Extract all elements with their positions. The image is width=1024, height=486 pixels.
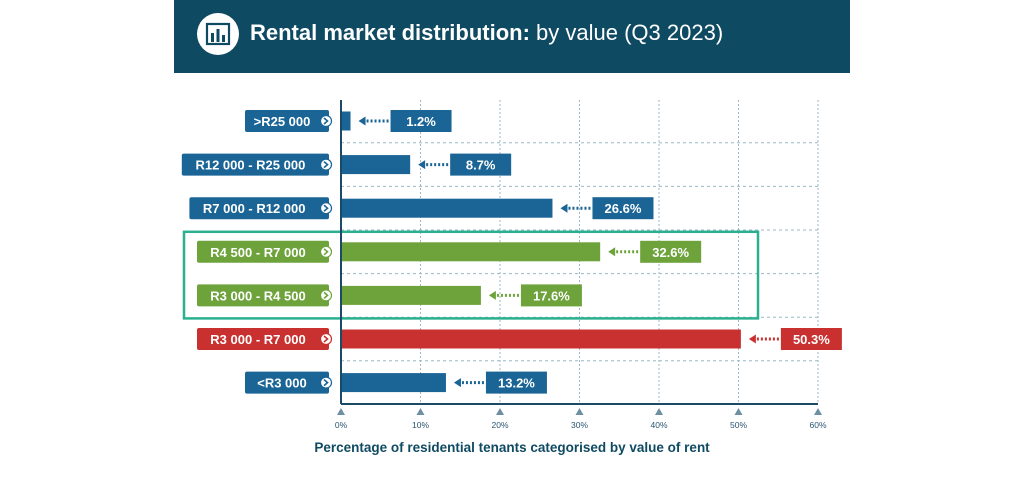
value-label: 17.6% bbox=[533, 288, 570, 303]
arrow-head-icon bbox=[453, 378, 461, 388]
value-label-box bbox=[485, 371, 547, 394]
value-label-box bbox=[592, 197, 654, 220]
value-label-box bbox=[640, 240, 702, 263]
category-label-box bbox=[197, 240, 329, 263]
x-tick-label: 20% bbox=[491, 420, 508, 430]
x-tick-marker bbox=[575, 408, 584, 415]
bar bbox=[342, 329, 741, 349]
category-label-box bbox=[197, 328, 329, 350]
x-tick-marker bbox=[496, 408, 504, 415]
arrow-head-icon bbox=[560, 203, 568, 213]
category-label: >R25 000 bbox=[254, 114, 311, 129]
arrow-head-icon bbox=[608, 247, 616, 257]
bar bbox=[342, 111, 351, 131]
x-tick-marker bbox=[337, 408, 345, 415]
category-label: R3 000 - R7 000 bbox=[210, 332, 305, 347]
chevron-circle-icon bbox=[319, 245, 333, 258]
x-axis-label: Percentage of residential tenants catego… bbox=[314, 440, 710, 455]
value-label-box bbox=[390, 110, 452, 132]
x-tick-marker bbox=[655, 408, 663, 415]
chevron-right-icon bbox=[323, 335, 329, 343]
arrow-head-icon bbox=[488, 290, 496, 300]
arrow-head-icon bbox=[358, 116, 366, 126]
category-label: R3 000 - R4 500 bbox=[210, 288, 305, 303]
chevron-circle-icon bbox=[319, 114, 333, 128]
bar-chart-icon bbox=[197, 13, 239, 55]
chevron-right-icon bbox=[323, 378, 329, 387]
value-label: 13.2% bbox=[498, 376, 535, 391]
category-label-box bbox=[181, 153, 329, 176]
chevron-circle-icon bbox=[319, 376, 333, 389]
category-label-box bbox=[189, 197, 329, 220]
x-tick-label: 30% bbox=[571, 420, 588, 430]
category-label: R4 500 - R7 000 bbox=[210, 245, 305, 260]
chevron-circle-icon bbox=[319, 332, 333, 346]
chevron-circle-icon bbox=[319, 289, 333, 302]
category-label: <R3 000 bbox=[257, 376, 307, 391]
category-label: R12 000 - R25 000 bbox=[195, 158, 305, 173]
bar bbox=[342, 373, 446, 393]
x-tick-marker bbox=[416, 408, 425, 415]
chevron-right-icon bbox=[323, 117, 329, 125]
value-label-box bbox=[780, 328, 842, 350]
bar bbox=[342, 242, 601, 262]
title-bold: Rental market distribution: bbox=[250, 20, 530, 45]
arrow-head-icon bbox=[418, 160, 426, 170]
header-banner bbox=[174, 0, 850, 73]
x-tick-label: 50% bbox=[730, 420, 747, 430]
value-label: 26.6% bbox=[605, 201, 642, 216]
chevron-circle-icon bbox=[319, 202, 333, 215]
bar bbox=[342, 155, 411, 175]
x-tick-marker bbox=[734, 408, 743, 415]
value-label: 8.7% bbox=[466, 158, 496, 173]
x-tick-marker bbox=[814, 408, 822, 415]
chevron-circle-icon bbox=[319, 158, 333, 171]
value-label: 1.2% bbox=[406, 114, 436, 129]
category-label-box bbox=[245, 371, 329, 394]
title-rest: by value (Q3 2023) bbox=[529, 20, 724, 45]
x-tick-label: 10% bbox=[412, 420, 429, 430]
page-title: Rental market distribution: by value (Q3… bbox=[250, 19, 723, 47]
x-tick-label: 0% bbox=[335, 420, 348, 430]
x-tick-label: 40% bbox=[650, 420, 667, 430]
highlight-box bbox=[182, 230, 760, 320]
chevron-right-icon bbox=[323, 204, 329, 212]
category-label: R7 000 - R12 000 bbox=[203, 201, 306, 216]
x-tick-label: 60% bbox=[809, 420, 826, 430]
arrow-head-icon bbox=[748, 334, 756, 344]
chevron-right-icon bbox=[323, 291, 329, 300]
chevron-right-icon bbox=[323, 248, 329, 256]
value-label-box bbox=[450, 153, 512, 176]
value-label: 50.3% bbox=[793, 332, 830, 347]
chevron-right-icon bbox=[323, 160, 329, 169]
category-label-box bbox=[197, 284, 329, 307]
value-label: 32.6% bbox=[652, 245, 689, 260]
bar bbox=[342, 285, 481, 305]
value-label-box bbox=[520, 284, 582, 307]
category-label-box bbox=[245, 110, 329, 132]
bar bbox=[342, 198, 553, 218]
